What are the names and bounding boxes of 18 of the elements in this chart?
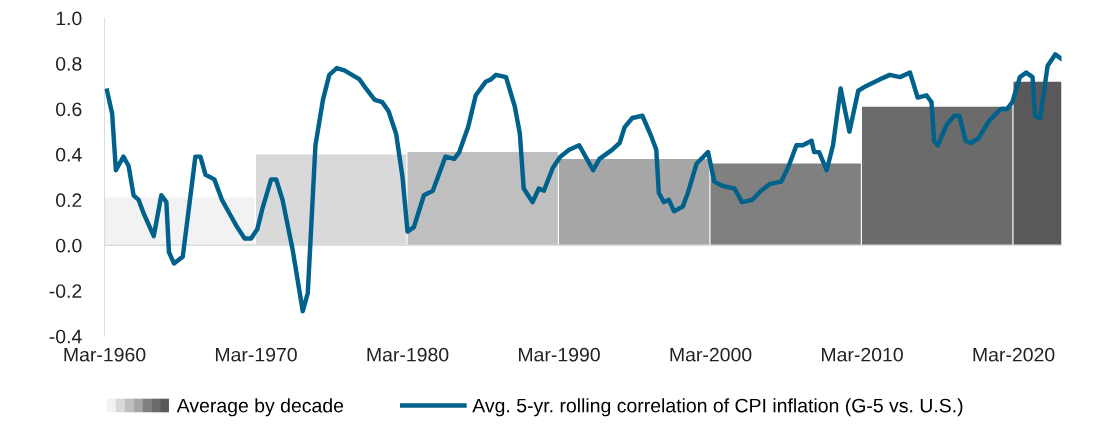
text: Average by decade <box>176 398 344 417</box>
y-tick-label: -0.4 <box>49 329 82 344</box>
x-tick-label: Mar-1990 <box>518 347 600 362</box>
x-tick-label: Mar-2000 <box>670 347 752 362</box>
x-tick-label: Mar-2010 <box>822 347 903 362</box>
y-tick-label: 0.6 <box>56 102 82 117</box>
y-tick-label: 0.2 <box>56 193 82 208</box>
x-tick-label: Mar-1960 <box>64 347 146 362</box>
y-tick-label: 0.4 <box>56 147 82 162</box>
y-tick-label: 0.8 <box>56 56 82 71</box>
y-tick-label: -0.2 <box>49 284 82 298</box>
x-tick-label: Mar-1980 <box>367 347 449 362</box>
y-tick-label: 0.0 <box>56 238 82 253</box>
x-tick-label: Mar-1970 <box>215 347 297 362</box>
legend-label: Avg. 5-yr. rolling correlation of CPI inflation (G-5 vs. U.S.) <box>472 398 963 417</box>
x-tick-label: Mar-2020 <box>973 347 1055 362</box>
y-tick-label: 1.0 <box>56 11 82 26</box>
line-series <box>104 52 1062 314</box>
